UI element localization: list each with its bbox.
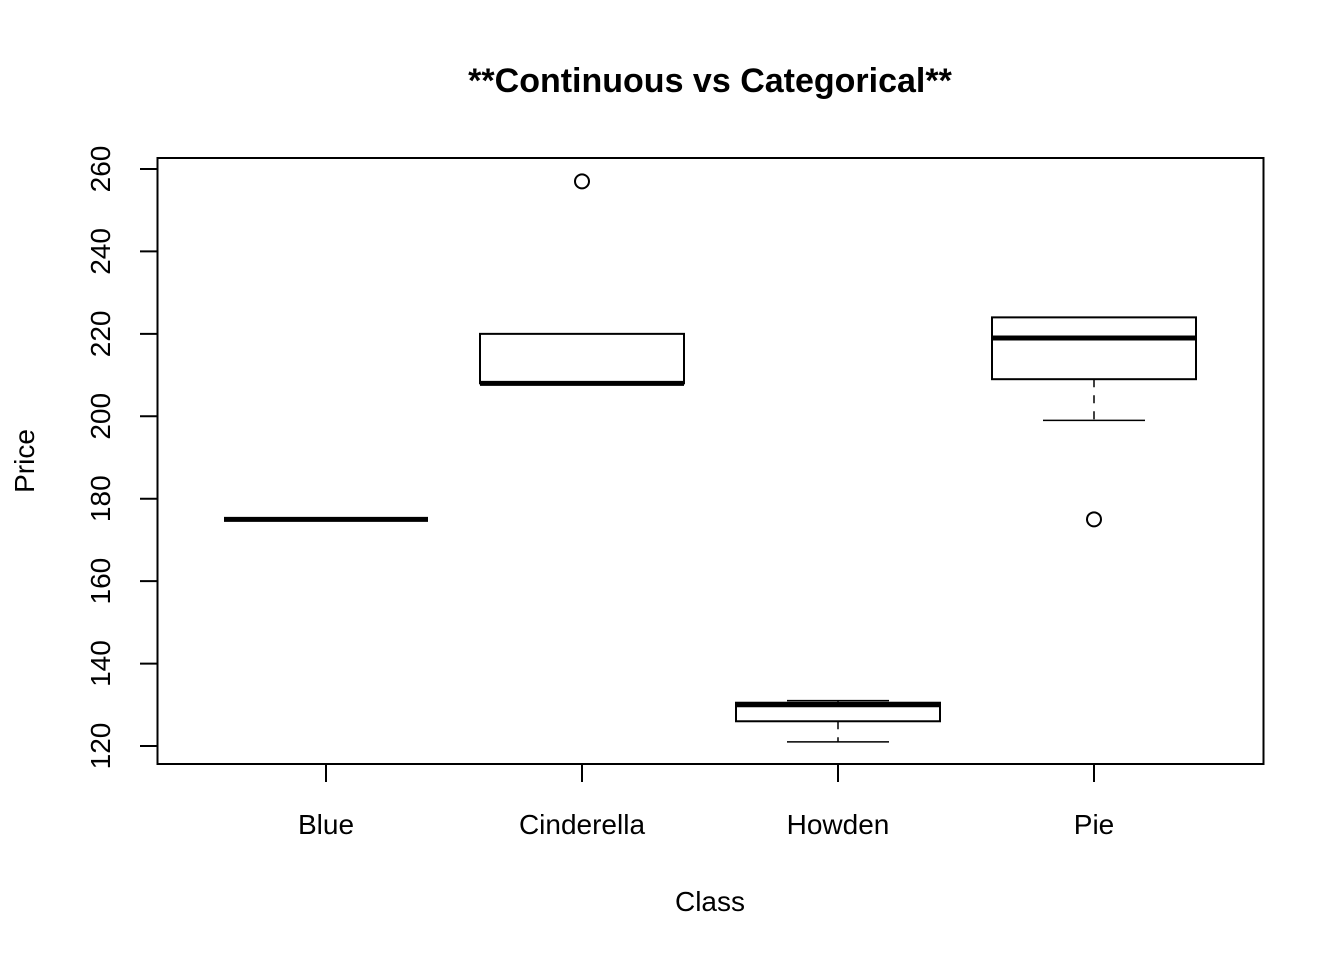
outlier-point	[1086, 511, 1102, 528]
y-tick-label: 120	[85, 723, 116, 770]
box-body	[991, 316, 1197, 381]
x-tick-label: Cinderella	[519, 809, 645, 840]
y-tick-label: 160	[85, 558, 116, 605]
y-tick-label: 180	[85, 475, 116, 522]
chart-title: **Continuous vs Categorical**	[468, 62, 952, 100]
y-tick-label: 220	[85, 310, 116, 357]
x-tick-label: Howden	[787, 809, 890, 840]
y-tick-label: 140	[85, 640, 116, 687]
x-axis: Blue Cinderella Howden Pie	[298, 763, 1114, 840]
y-tick-label: 240	[85, 228, 116, 275]
boxes-layer	[224, 173, 1197, 743]
outlier-point	[574, 173, 590, 190]
box-howden	[735, 699, 941, 743]
y-axis: 120 140 160 180 200 220 240 260	[85, 146, 159, 770]
box-pie	[991, 316, 1197, 528]
x-tick-label: Blue	[298, 809, 354, 840]
box-cinderella	[479, 173, 685, 386]
y-tick-label: 200	[85, 393, 116, 440]
x-tick-label: Pie	[1074, 809, 1114, 840]
y-axis-label: Price	[9, 429, 40, 493]
y-tick-label: 260	[85, 146, 116, 193]
x-axis-label: Class	[675, 886, 745, 917]
box-body	[479, 332, 685, 385]
